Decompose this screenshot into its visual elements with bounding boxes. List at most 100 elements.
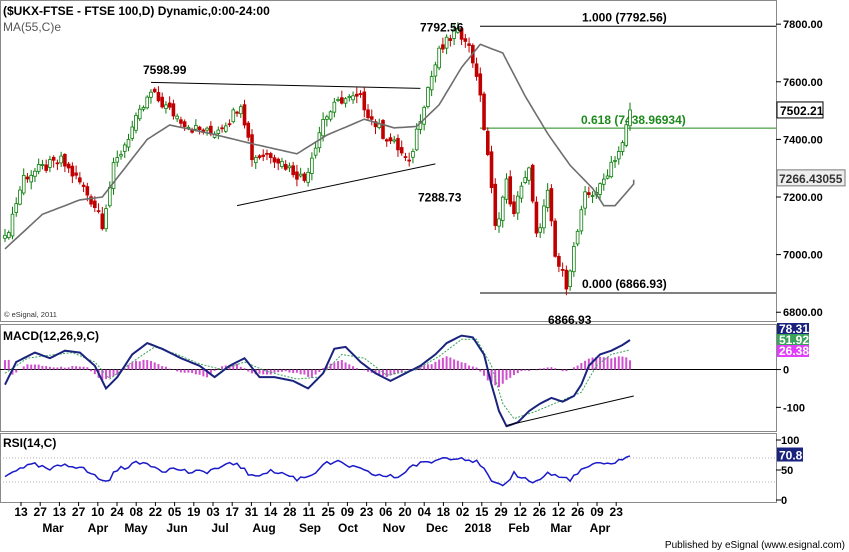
x-axis-layer: 13 27 13 27 10 24 08 22 05 19 03 17 31 14 28 11 25 09 23 06… (14, 502, 623, 535)
candle-body (478, 73, 483, 96)
x-axis-day-label: 17 (226, 505, 240, 519)
candle-body (302, 173, 307, 181)
candle-body (122, 144, 127, 152)
candle-body (575, 230, 580, 245)
candle-body (152, 88, 157, 93)
candle-body (78, 177, 82, 183)
macd-line (4, 334, 631, 428)
rsi-y-tick-label: 50 (781, 465, 793, 477)
candle-body (55, 162, 60, 165)
macd-panel-frame (0, 324, 777, 432)
candle-body (3, 234, 7, 239)
candle-body (590, 195, 595, 197)
candle-body (51, 156, 56, 161)
candle-body (444, 36, 449, 49)
candle-body (343, 98, 348, 104)
candle-body (347, 95, 352, 98)
candle-body (40, 164, 45, 166)
candle-body (474, 63, 479, 77)
x-axis-month-label: Feb (508, 521, 529, 535)
candle-body (313, 147, 318, 156)
candle-body (93, 200, 97, 209)
candle-body (111, 162, 116, 189)
macd-value-label: 78.31 (779, 322, 809, 336)
x-axis-day-label: 27 (72, 505, 86, 519)
candle-body (538, 227, 542, 233)
candle-body (134, 115, 138, 131)
macd-title: MACD(12,26,9,C) (3, 329, 99, 343)
x-axis-month-label: May (124, 521, 148, 535)
candle-body (452, 29, 456, 39)
candle-body (141, 107, 146, 110)
candle-body (149, 91, 153, 98)
candle-body (283, 163, 288, 170)
ma-line (4, 43, 635, 250)
x-axis-day-label: 23 (610, 505, 624, 519)
candle-body (497, 218, 501, 227)
candle-body (298, 173, 303, 177)
candle-body (392, 139, 397, 142)
watermark: © eSignal, 2011 (4, 310, 57, 319)
x-axis-day-label: 22 (149, 505, 163, 519)
rsi-panel-frame (0, 433, 777, 503)
candle-body (33, 170, 37, 177)
candle-body (429, 76, 434, 91)
candle-body (549, 188, 554, 222)
candle-body (328, 111, 333, 120)
candle-body (332, 101, 337, 113)
candle-body (238, 106, 243, 115)
x-axis-day-label: 27 (34, 505, 48, 519)
candle-body (227, 123, 232, 126)
candle-body (44, 164, 48, 171)
candle-body (115, 157, 120, 163)
candle-body (89, 196, 93, 205)
candle-body (463, 38, 468, 42)
x-axis-day-label: 03 (206, 505, 220, 519)
candle-body (194, 125, 198, 130)
candle-body (620, 142, 625, 152)
candle-body (216, 129, 221, 134)
candle-body (220, 127, 224, 130)
candle-body (10, 213, 15, 237)
x-axis-day-label: 11 (303, 505, 316, 519)
x-axis-day-label: 12 (514, 505, 528, 519)
fib-level-label: 0.000 (6866.93) (582, 277, 667, 291)
x-axis-day-label: 05 (168, 505, 182, 519)
last-price-label: 7502.21 (780, 104, 824, 118)
candle-body (613, 159, 617, 162)
candle-body (418, 121, 423, 130)
macd-y-tick-label: -100 (783, 402, 805, 414)
x-axis-month-label: Mar (550, 521, 572, 535)
x-axis-day-label: 02 (456, 505, 470, 519)
candle-body (396, 138, 400, 151)
x-axis-day-label: 04 (418, 505, 432, 519)
candle-body (602, 178, 606, 185)
candle-body (493, 183, 498, 226)
candle-body (354, 93, 359, 97)
x-axis-month-label: 2018 (465, 521, 492, 535)
candle-body (512, 201, 516, 215)
macd-y-tick-label: 0 (783, 365, 789, 377)
candle-body (74, 172, 78, 176)
x-axis-day-label: 25 (322, 505, 336, 519)
candle-body (366, 109, 370, 119)
candle-body (624, 124, 629, 146)
candle-body (500, 196, 505, 221)
candle-body (616, 151, 621, 160)
candle-body (358, 93, 363, 95)
candle-body (422, 106, 426, 125)
candle-body (235, 111, 239, 114)
candle-body (175, 115, 179, 120)
macd-value-box (777, 334, 809, 346)
price-y-tick-label: 7200.00 (783, 192, 823, 204)
candle-body (253, 156, 258, 164)
macd-trendline (506, 395, 634, 426)
macd-value-box (777, 345, 809, 357)
candle-body (295, 171, 299, 180)
candle-body (265, 152, 269, 155)
x-axis-day-label: 26 (571, 505, 585, 519)
candle-body (48, 159, 52, 168)
